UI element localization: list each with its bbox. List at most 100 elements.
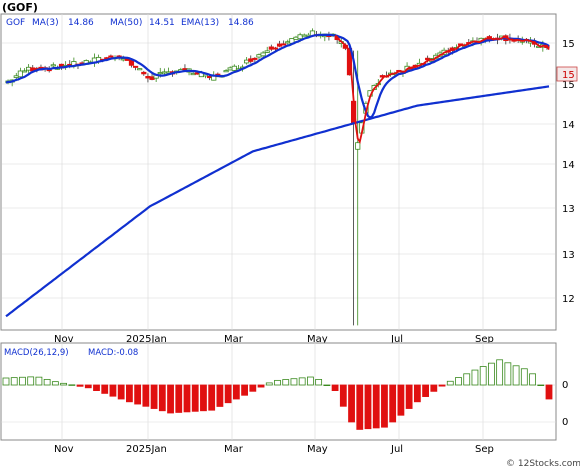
macd-bar (298, 377, 306, 386)
macd-legend-label: MACD(26,12,9) (4, 348, 69, 358)
macd-bar (488, 362, 495, 386)
candle-body (17, 70, 23, 78)
x-tick-label: Jul (390, 334, 403, 345)
macd-bar (315, 378, 323, 386)
legend-symbol: GOF (6, 18, 25, 28)
candle-body (50, 64, 56, 67)
macd-bar (430, 384, 438, 392)
candle-body (355, 142, 361, 150)
macd-y-tick-0: 0 (562, 380, 568, 391)
macd-x-axis: Nov 2025Jan Mar May Jul Sep (54, 444, 494, 455)
macd-bar (167, 384, 174, 414)
macd-bar (290, 378, 298, 386)
candle-body (252, 57, 258, 60)
candle-body (281, 43, 287, 46)
macd-bar (463, 373, 471, 386)
macd-bar (76, 384, 84, 387)
watermark: © 12Stocks.com (506, 459, 580, 469)
macd-bar (381, 384, 388, 428)
candle-body (137, 68, 143, 71)
macd-x-tick-label: 2025Jan (126, 444, 167, 455)
legend-ma3-value: 14.86 (68, 18, 94, 28)
macd-bar (68, 384, 76, 386)
candle-body (108, 55, 114, 58)
y-tick-label: 13 (562, 204, 575, 215)
x-tick-label: Sep (475, 334, 494, 345)
y-tick-label: 12 (562, 294, 575, 305)
macd-bar (339, 384, 347, 407)
x-tick-label: 2025Jan (126, 334, 167, 345)
candle-body (248, 58, 254, 62)
macd-bar (109, 384, 117, 397)
legend-ema13-label: EMA(13) (181, 18, 219, 28)
macd-bar (158, 384, 166, 412)
x-tick-label: Nov (54, 334, 74, 345)
macd-bar (19, 376, 26, 386)
macd-bar (265, 382, 273, 386)
macd-bar (51, 381, 59, 386)
macd-bar (27, 376, 35, 386)
macd-bar (241, 384, 248, 396)
legend-ma50-label: MA(50) (110, 18, 142, 28)
ma3-line (334, 34, 550, 144)
macd-bar (2, 377, 10, 386)
last-price-tag-bg (556, 66, 578, 82)
macd-bar (150, 384, 158, 409)
macd-bar (249, 384, 257, 392)
macd-bar (43, 378, 51, 386)
macd-bar (504, 362, 512, 386)
macd-bar (364, 384, 372, 430)
macd-bar (307, 376, 314, 386)
macd-bar (200, 384, 207, 412)
macd-bar (545, 384, 553, 400)
candle-body (272, 47, 279, 50)
macd-bar (529, 373, 536, 386)
macd-x-tick-label: Sep (475, 444, 494, 455)
macd-x-tick-label: Mar (224, 444, 244, 455)
macd-bar (405, 384, 413, 409)
price-x-axis: Nov 2025Jan Mar May Jul Sep (54, 334, 494, 345)
macd-bar (126, 384, 133, 403)
macd-bar (183, 384, 191, 413)
macd-bar (389, 384, 397, 423)
symbol-header: (GOF) (2, 1, 38, 14)
y-tick-label: 14 (562, 120, 575, 131)
ema13-line (5, 33, 550, 119)
candle-body (223, 70, 229, 73)
macd-legend-value: MACD:-0.08 (88, 348, 138, 358)
candle-body (128, 59, 135, 66)
macd-panel-frame (0, 342, 557, 441)
macd-bar (282, 379, 290, 386)
macd-bar (232, 384, 240, 400)
macd-bar (84, 384, 92, 389)
legend-ema13-value: 14.86 (228, 18, 254, 28)
candle-body (264, 50, 270, 53)
macd-x-tick-label: Jul (390, 444, 403, 455)
ma50-line (5, 85, 550, 318)
macd-bar (422, 384, 429, 397)
macd-bar (397, 384, 405, 416)
macd-bar (356, 384, 364, 430)
y-tick-label: 15 (562, 80, 575, 91)
candle-body (141, 71, 147, 75)
macd-bar (438, 384, 446, 387)
macd-bar (224, 384, 232, 404)
macd-bar (93, 384, 100, 391)
price-panel-frame (0, 13, 557, 331)
macd-bar (323, 384, 331, 387)
macd-bar (348, 384, 355, 423)
macd-bar (455, 377, 462, 386)
macd-bar (372, 384, 380, 429)
candle-body (297, 34, 303, 40)
macd-bar (520, 368, 528, 386)
candle-body (21, 70, 28, 73)
macd-histogram (2, 359, 553, 430)
x-tick-label: May (307, 334, 328, 345)
y-tick-label: 13 (562, 250, 575, 261)
macd-bar (60, 382, 67, 386)
macd-x-tick-label: Nov (54, 444, 74, 455)
macd-bar (175, 384, 183, 413)
candle-body (231, 65, 237, 71)
